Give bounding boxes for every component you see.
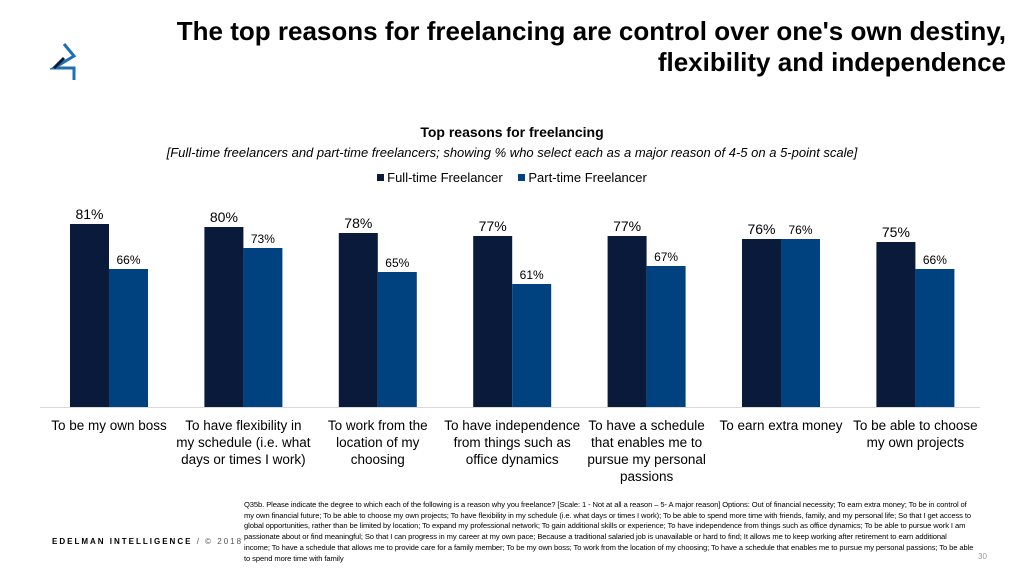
- copyright: / © 2018: [196, 537, 244, 546]
- bar: [607, 236, 647, 407]
- data-label: 61%: [520, 268, 544, 282]
- brand-name: EDELMAN INTELLIGENCE: [52, 537, 193, 546]
- category-label: To have independence from things such as…: [444, 418, 581, 467]
- data-label: 78%: [344, 215, 372, 231]
- data-label: 76%: [788, 223, 812, 237]
- data-label: 67%: [654, 250, 678, 264]
- data-label: 66%: [116, 253, 140, 267]
- page-title: The top reasons for freelancing are cont…: [176, 16, 1006, 77]
- bar: [243, 248, 283, 407]
- bar: [70, 224, 109, 407]
- page-number: 30: [978, 552, 987, 561]
- category-label: To have a schedule that enables me to pu…: [587, 418, 706, 484]
- category-label: To have flexibility in my schedule (i.e.…: [176, 418, 311, 467]
- data-label: 75%: [882, 224, 910, 240]
- bar-chart: 81% 66% 80% 73% 78% 65% 77% 61% 77% 67% 76% 76% 75% 6…: [40, 206, 980, 408]
- data-label: 66%: [923, 253, 947, 267]
- category-label: To be able to choose my own projects: [853, 418, 978, 450]
- footnote: Q35b. Please indicate the degree to whic…: [244, 500, 974, 563]
- brand-footer: EDELMAN INTELLIGENCE / © 2018: [52, 537, 243, 546]
- data-label: 77%: [613, 218, 641, 234]
- bar: [204, 227, 244, 407]
- bar: [646, 266, 686, 407]
- bar: [377, 272, 417, 407]
- bar: [742, 239, 781, 407]
- legend-swatch: [518, 174, 526, 181]
- legend-item-full-time: Full-time Freelancer: [377, 170, 503, 185]
- category-label: To be my own boss: [51, 418, 167, 433]
- legend-item-part-time: Part-time Freelancer: [518, 170, 647, 185]
- data-label: 73%: [251, 232, 275, 246]
- category-label: To earn extra money: [719, 418, 843, 433]
- data-label: 81%: [75, 206, 103, 222]
- chart-subtitle: [Full-time freelancers and part-time fre…: [166, 145, 858, 160]
- data-label: 65%: [385, 256, 409, 270]
- chart-title: Top reasons for freelancing: [420, 124, 604, 140]
- data-label: 80%: [210, 209, 238, 225]
- legend: Full-time Freelancer Part-time Freelance…: [0, 170, 1024, 185]
- bar: [915, 269, 955, 407]
- legend-swatch: [377, 174, 385, 181]
- data-label: 76%: [747, 221, 775, 237]
- bar: [338, 233, 378, 407]
- category-label: To work from the location of my choosing: [327, 418, 428, 467]
- edelman-logo-icon: [50, 43, 77, 80]
- bar: [473, 236, 513, 407]
- bar: [512, 284, 552, 407]
- data-label: 77%: [479, 218, 507, 234]
- bar: [109, 269, 148, 407]
- legend-label: Part-time Freelancer: [528, 170, 647, 185]
- bar: [781, 239, 820, 407]
- legend-label: Full-time Freelancer: [387, 170, 503, 185]
- bar: [876, 242, 916, 407]
